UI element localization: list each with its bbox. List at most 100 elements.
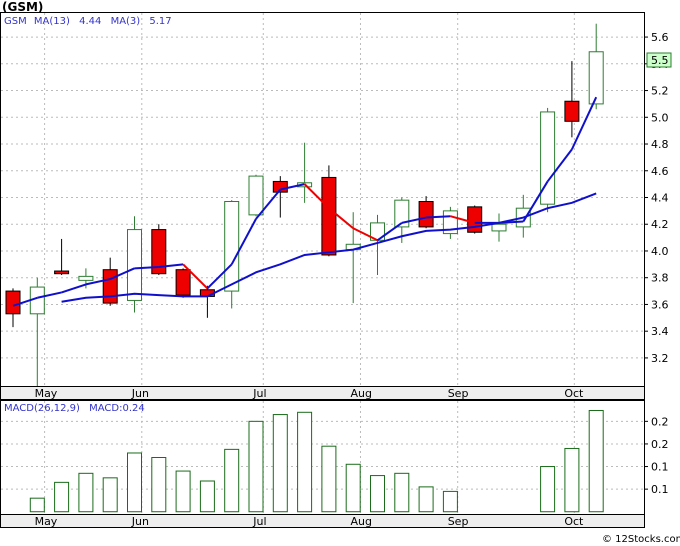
moving-average-lines — [12, 96, 598, 307]
ma3-segment — [426, 215, 451, 219]
macd-bar — [54, 481, 70, 513]
ma3-segment — [303, 183, 330, 209]
price-x-axis: May Jun Jul Aug Sep Oct — [35, 387, 584, 400]
ma3-segment — [158, 263, 184, 269]
price-x-tick-label: Jul — [252, 387, 266, 400]
price-y-axis: 3.23.43.63.84.04.24.44.64.85.05.25.45.6 — [644, 31, 669, 365]
candle-up — [248, 175, 264, 216]
ma3-segment — [134, 266, 159, 270]
ma3-segment — [230, 218, 257, 265]
price-x-tick-label: Jun — [131, 387, 149, 400]
price-grid — [1, 13, 644, 386]
price-x-tick-label: May — [35, 387, 58, 400]
macd-bar — [224, 448, 240, 513]
macd-bar — [29, 497, 45, 513]
watermark: © 12Stocks.com — [602, 534, 680, 545]
price-legend: GSM MA(13) 4.44 MA(3) 5.17 — [4, 16, 172, 27]
macd-bar — [248, 420, 264, 513]
macd-bar — [199, 480, 215, 513]
macd-x-tick-label: Aug — [350, 515, 371, 528]
macd-bar — [540, 466, 556, 513]
macd-bar — [151, 457, 167, 513]
last-price-badge — [646, 52, 672, 68]
ma3-segment — [85, 278, 111, 286]
macd-legend: MACD(26,12,9) MACD:0.24 — [4, 403, 145, 414]
ma3-segment — [280, 183, 305, 191]
candle-down — [175, 269, 191, 296]
macd-legend-macd-label: MACD: — [89, 403, 122, 414]
price-y-tick-label: 5.2 — [651, 85, 669, 98]
macd-y-tick-label: 0.2 — [651, 438, 669, 451]
ma3-segment — [401, 216, 427, 224]
ma3-segment — [376, 222, 403, 242]
macd-x-axis: May Jun Jul Aug Sep Oct — [35, 515, 584, 528]
macd-legend-value: 0.24 — [123, 403, 145, 414]
macd-bar — [442, 490, 458, 513]
price-y-tick-label: 4.0 — [651, 245, 669, 258]
macd-bar — [78, 472, 94, 513]
ma3-segment — [522, 180, 549, 223]
price-y-tick-label: 4.2 — [651, 218, 669, 231]
candle-up — [127, 229, 142, 301]
price-y-tick-label: 3.4 — [651, 325, 669, 338]
candle-down — [102, 269, 118, 304]
candle-down — [151, 229, 167, 275]
macd-bar — [370, 475, 385, 513]
macd-legend-label: MACD(26,12,9) — [4, 403, 80, 414]
candle-up — [78, 275, 94, 281]
chart-title: (GSM) — [2, 0, 44, 14]
price-x-tick-label: Sep — [448, 387, 469, 400]
price-y-tick-label: 3.6 — [651, 298, 669, 311]
price-y-tick-label: 4.6 — [651, 165, 669, 178]
ma3-segment — [450, 215, 475, 224]
price-x-tick-label: Aug — [350, 387, 371, 400]
macd-date-axis-strip — [0, 514, 645, 528]
candle-up — [394, 199, 410, 228]
candle-down — [272, 180, 288, 193]
macd-bars — [29, 409, 604, 513]
ma3-segment — [206, 263, 233, 290]
ma3-segment — [61, 283, 87, 294]
macd-x-tick-label: Oct — [564, 515, 584, 528]
ma3-segment — [352, 227, 378, 242]
ma3-segment — [328, 207, 354, 230]
legend-ma13-label: MA(13) — [34, 16, 70, 27]
legend-symbol: GSM — [4, 16, 27, 27]
candle-down — [54, 270, 70, 275]
price-y-tick-label: 3.2 — [651, 352, 669, 365]
last-price-label: 5.5 — [651, 54, 669, 67]
price-date-axis-strip — [0, 386, 645, 400]
candle-up — [29, 286, 45, 315]
macd-x-tick-label: Jun — [131, 515, 149, 528]
price-y-tick-label: 5.6 — [651, 31, 669, 44]
ma3-segment — [12, 296, 38, 307]
legend-ma3-label: MA(3) — [111, 16, 141, 27]
macd-bar — [564, 447, 580, 513]
legend-ma13-value: 4.44 — [79, 16, 101, 27]
macd-bar — [127, 452, 142, 513]
macd-bar — [394, 472, 410, 513]
macd-x-tick-label: Jul — [252, 515, 266, 528]
candle-up — [224, 201, 240, 292]
price-x-tick-label: Oct — [564, 387, 584, 400]
ma3-segment — [570, 96, 598, 150]
price-y-tick-label: 4.8 — [651, 138, 669, 151]
macd-x-tick-label: Sep — [448, 515, 469, 528]
macd-y-tick-label: 0.2 — [651, 415, 669, 428]
macd-bar — [588, 409, 604, 513]
candle-up — [491, 223, 507, 232]
macd-y-tick-label: 0.1 — [651, 483, 669, 496]
candle-down — [5, 290, 21, 315]
ma3-segment — [255, 188, 282, 220]
macd-y-tick-label: 0.1 — [651, 461, 669, 474]
ma13-line — [61, 192, 597, 303]
macd-bar — [297, 411, 313, 513]
ma3-segment — [546, 148, 573, 183]
macd-bar — [321, 445, 337, 513]
candle-up — [540, 111, 556, 205]
candle-up — [588, 51, 604, 105]
macd-bar — [175, 470, 191, 513]
macd-bar — [418, 486, 434, 513]
macd-bar — [102, 477, 118, 513]
